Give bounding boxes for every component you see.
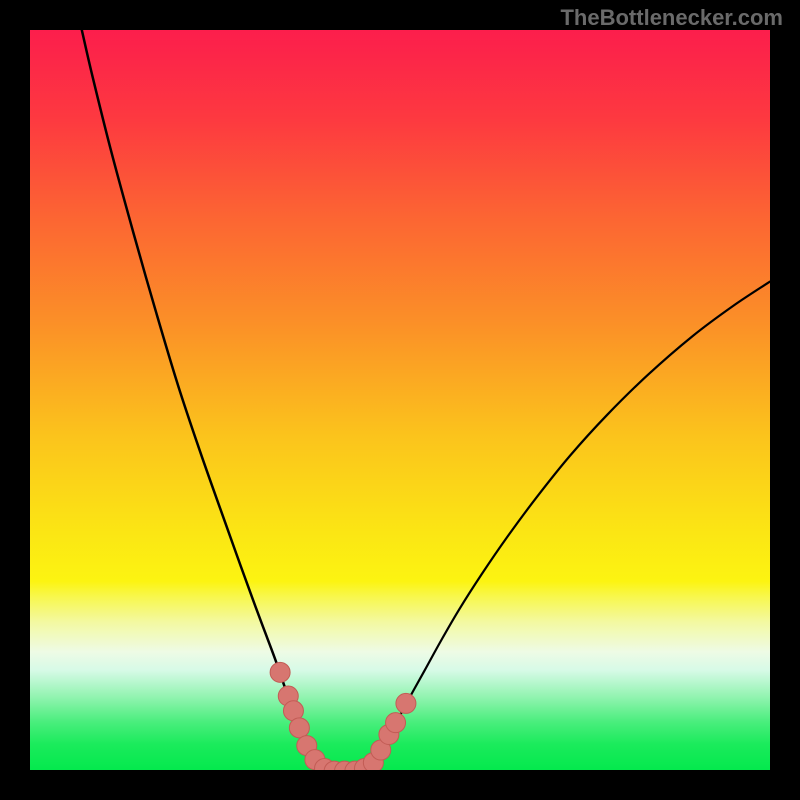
scatter-marker bbox=[270, 662, 290, 682]
chart-svg bbox=[0, 0, 800, 800]
scatter-marker bbox=[396, 693, 416, 713]
scatter-marker bbox=[289, 718, 309, 738]
chart-canvas bbox=[0, 0, 800, 800]
plot-gradient bbox=[30, 30, 770, 770]
scatter-marker bbox=[386, 713, 406, 733]
watermark-text: TheBottlenecker.com bbox=[560, 5, 783, 31]
